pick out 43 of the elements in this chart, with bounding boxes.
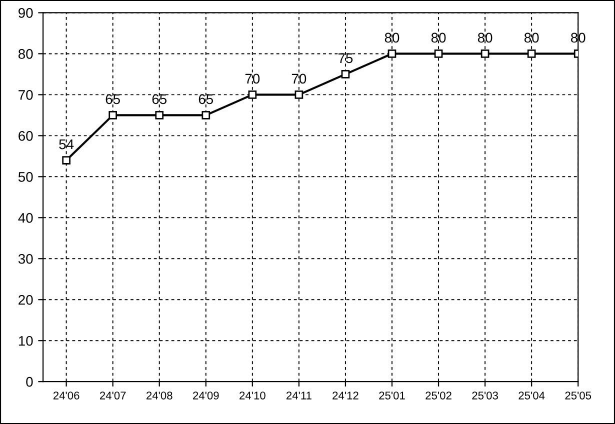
data-label: 70 [292, 74, 306, 84]
point [434, 50, 443, 58]
point [294, 90, 304, 99]
data-label: 80 [524, 32, 539, 43]
x-tick-label: 25'02 [426, 392, 452, 400]
point [62, 156, 70, 164]
y-tick-label: 90 [18, 8, 33, 18]
x-tick-label: 24'09 [193, 392, 219, 400]
x-tick-label: 24'07 [100, 392, 126, 400]
data-label: 65 [152, 94, 167, 104]
point [155, 111, 164, 120]
y-tick-label: 0 [26, 376, 33, 387]
x-tick-label: 24'10 [240, 392, 266, 400]
x-tick-label: 24'12 [332, 392, 358, 400]
point [527, 50, 536, 58]
data-label: 80 [478, 32, 492, 43]
data-label: 65 [106, 94, 120, 104]
data-label: 80 [384, 32, 400, 43]
x-tick-label: 25'01 [379, 392, 405, 400]
point [480, 50, 490, 58]
y-tick-label: 50 [18, 172, 33, 182]
y-tick-label: 10 [18, 336, 33, 346]
y-tick-label: 30 [18, 254, 33, 264]
point [248, 90, 257, 99]
x-tick-label: 25'04 [518, 392, 545, 400]
x-tick-label: 24'06 [53, 392, 80, 400]
point [341, 70, 350, 78]
point [388, 50, 396, 58]
data-label: 54 [59, 140, 74, 150]
data-label: 70 [245, 74, 260, 84]
point [202, 111, 210, 120]
x-tick-label: 24'11 [286, 392, 312, 400]
data-label: 65 [198, 94, 214, 104]
y-tick-label: 70 [18, 90, 33, 100]
y-tick-label: 20 [18, 294, 33, 305]
point [108, 111, 118, 120]
x-tick-label: 24'08 [146, 392, 172, 400]
x-tick-label: 25'03 [472, 392, 498, 400]
x-tick-label: 25'05 [565, 392, 592, 400]
y-tick-label: 60 [18, 131, 33, 141]
y-tick-label: 80 [18, 49, 33, 59]
y-tick-label: 40 [18, 212, 33, 223]
data-label: 80 [431, 32, 446, 43]
